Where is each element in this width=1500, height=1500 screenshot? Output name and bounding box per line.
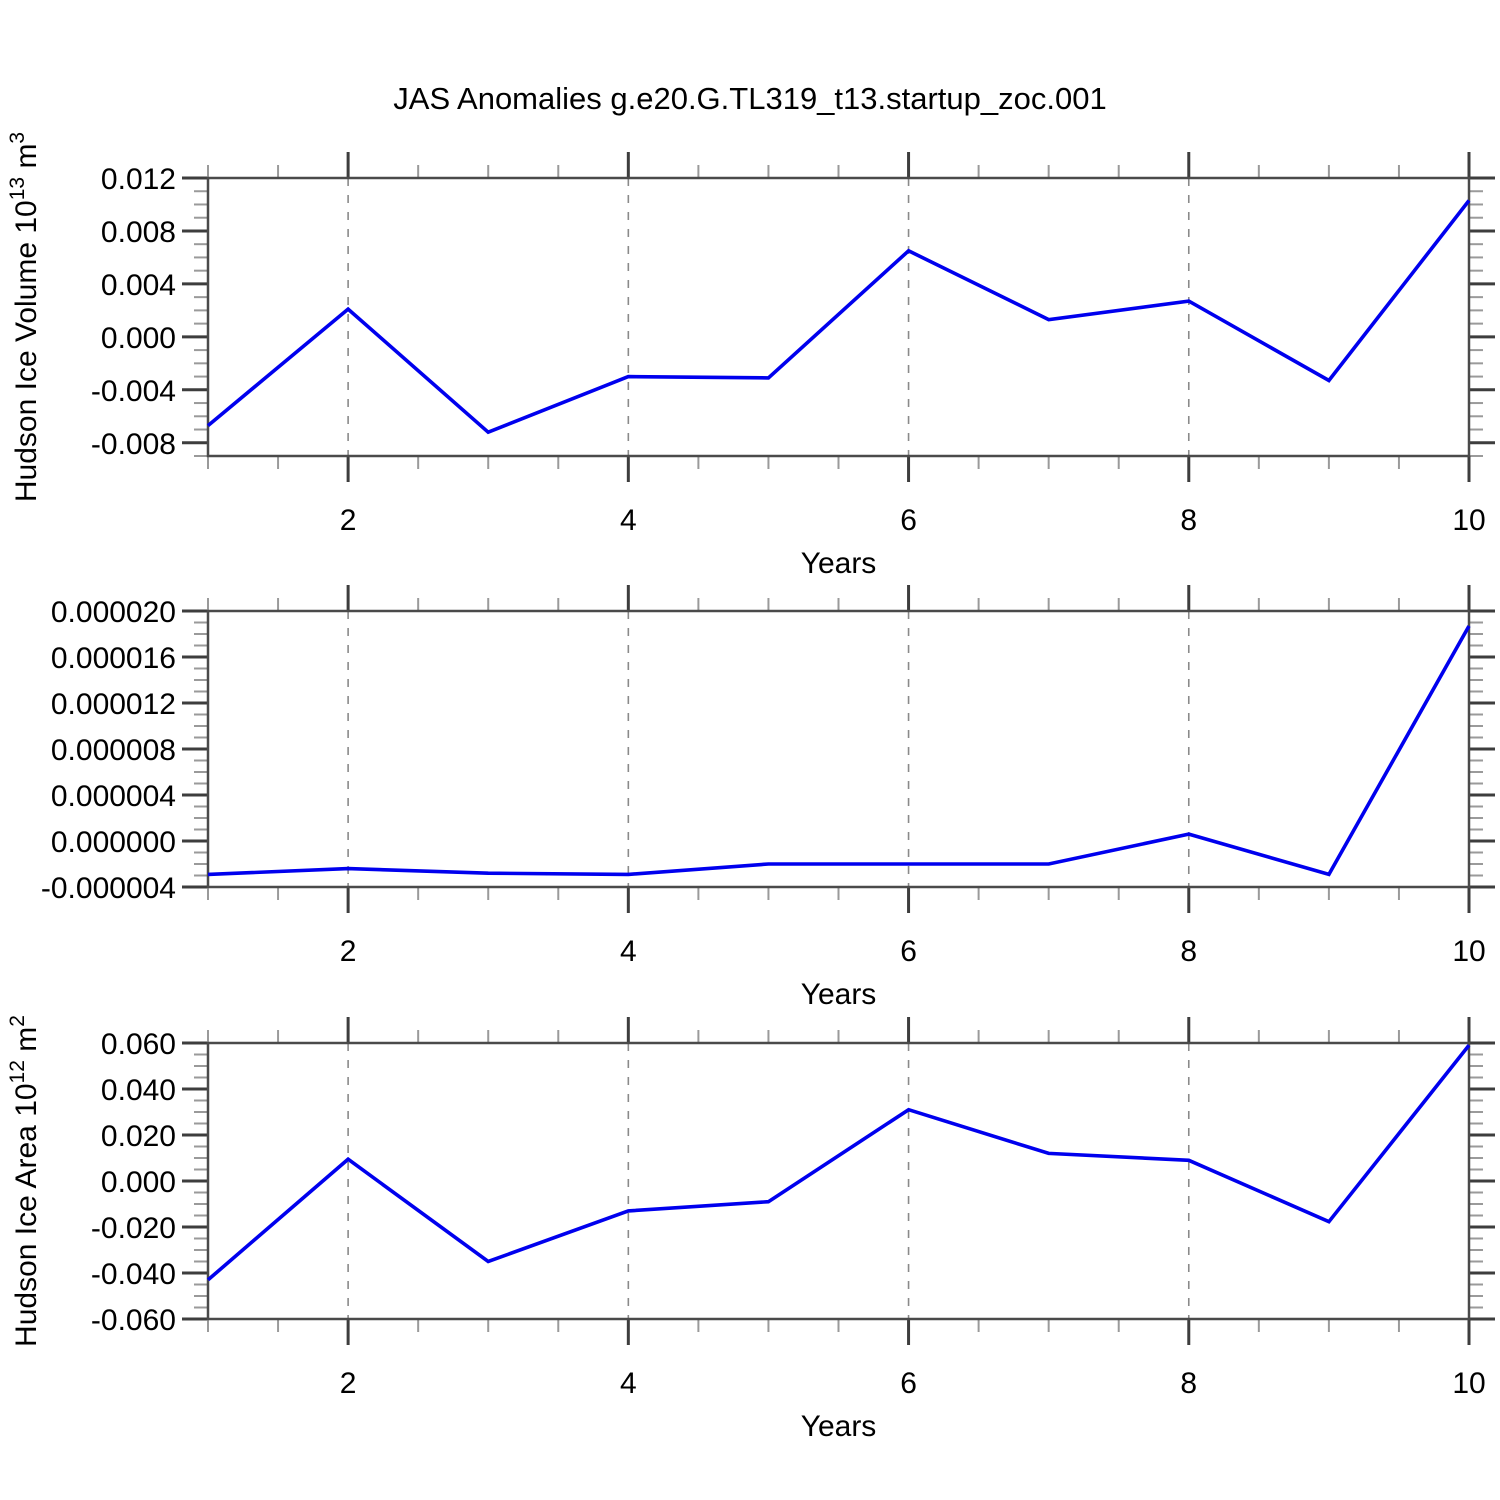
- panel-3-xtick-label: 4: [620, 1367, 637, 1400]
- panel-2-xtick-label: 10: [1452, 935, 1485, 968]
- panel-2-ytick-label: -0.000004: [41, 872, 176, 905]
- panel-3-ytick-label: -0.020: [91, 1212, 176, 1245]
- figure-title: JAS Anomalies g.e20.G.TL319_t13.startup_…: [393, 81, 1107, 116]
- panel-3-ytick-label: 0.060: [101, 1028, 176, 1061]
- panel-1-xtick-label: 2: [340, 504, 357, 537]
- panel-3-ytick-label: -0.060: [91, 1304, 176, 1337]
- panel-2-frame: [206, 609, 1471, 889]
- panel-2-ticks: [182, 585, 1495, 913]
- panel-1-ytick-label: 0.012: [101, 163, 176, 196]
- panel-2-xtick-label: 4: [620, 935, 637, 968]
- panel-3-ytick-label: -0.040: [91, 1258, 176, 1291]
- panel-3-ytick-labels: 0.060 0.040 0.020 0.000 -0.020 -0.040 -0.060: [91, 1028, 176, 1337]
- panel-2-ytick-label: 0.000004: [51, 780, 176, 813]
- panel-2-xtick-label: 6: [900, 935, 917, 968]
- panel-3-xaxis-title: Years: [801, 1410, 877, 1443]
- panel-3-gridlines: [347, 1043, 1190, 1319]
- panel-1-ytick-label: -0.004: [91, 375, 176, 408]
- panel-3: 0.060 0.040 0.020 0.000 -0.020 -0.040 -0.060 2 4…: [6, 1015, 1495, 1443]
- panel-2-xtick-label: 2: [340, 935, 357, 968]
- panel-3-yaxis-title: Hudson Ice Area 1012 m2: [6, 1015, 43, 1347]
- panel-1-ytick-label: 0.004: [101, 269, 176, 302]
- panel-1-ytick-label: 0.008: [101, 216, 176, 249]
- panel-3-xtick-label: 2: [340, 1367, 357, 1400]
- panel-3-xtick-label: 8: [1180, 1367, 1197, 1400]
- panel-1-xtick-label: 6: [900, 504, 917, 537]
- panel-2-ytick-label: 0.000016: [51, 642, 176, 675]
- panel-1-ytick-label: 0.000: [101, 322, 176, 355]
- panel-3-xtick-label: 6: [900, 1367, 917, 1400]
- panel-2-xaxis-title: Years: [801, 978, 877, 1011]
- panel-2-gridlines: [347, 611, 1190, 887]
- panel-2: 0.000020 0.000016 0.000012 0.000008 0.000004…: [41, 585, 1495, 1011]
- panel-1-series-line: [206, 199, 1471, 435]
- panel-2-ytick-labels: 0.000020 0.000016 0.000012 0.000008 0.000004…: [41, 596, 176, 905]
- panel-2-ytick-label: 0.000000: [51, 826, 176, 859]
- panel-2-series-line: [207, 625, 1471, 877]
- panel-1-ticks: [182, 152, 1495, 482]
- panel-3-series-line: [206, 1044, 1471, 1282]
- panel-1-xtick-label: 8: [1180, 504, 1197, 537]
- panel-3-ytick-label: 0.040: [101, 1074, 176, 1107]
- panel-2-xtick-labels: 2 4 6 8 10: [340, 935, 1486, 968]
- panel-3-xtick-labels: 2 4 6 8 10: [340, 1367, 1486, 1400]
- panel-1-yaxis-title: Hudson Ice Volume 1013 m3: [6, 132, 43, 502]
- panel-1-ytick-label: -0.008: [91, 428, 176, 461]
- panel-1-xtick-label: 4: [620, 504, 637, 537]
- panel-2-ytick-label: 0.000012: [51, 688, 176, 721]
- panel-3-frame: [206, 1041, 1471, 1321]
- panel-1-gridlines: [347, 178, 1190, 456]
- panel-3-ytick-label: 0.000: [101, 1166, 176, 1199]
- panel-1-xaxis-title: Years: [801, 547, 877, 580]
- panel-1-xtick-labels: 2 4 6 8 10: [340, 504, 1486, 537]
- panel-2-ytick-label: 0.000020: [51, 596, 176, 629]
- panel-1-xtick-label: 10: [1452, 504, 1485, 537]
- panel-2-ytick-label: 0.000008: [51, 734, 176, 767]
- panel-3-ytick-label: 0.020: [101, 1120, 176, 1153]
- panel-2-xtick-label: 8: [1180, 935, 1197, 968]
- panel-1-frame: [206, 176, 1471, 458]
- panel-1-ytick-labels: 0.012 0.008 0.004 0.000 -0.004 -0.008: [91, 163, 176, 461]
- panel-3-ticks: [182, 1017, 1495, 1345]
- panel-1: 0.012 0.008 0.004 0.000 -0.004 -0.008 2 4 6 8 10 Ye…: [6, 132, 1495, 580]
- panel-3-xtick-label: 10: [1452, 1367, 1485, 1400]
